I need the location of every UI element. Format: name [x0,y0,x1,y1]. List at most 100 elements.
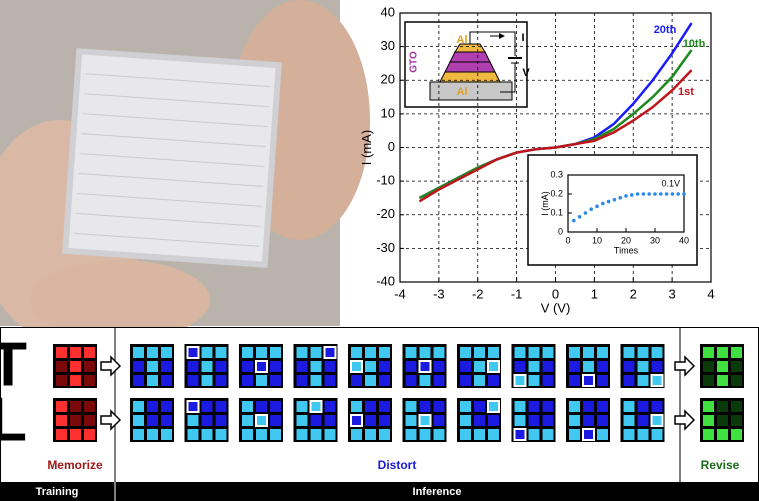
pixel [638,375,649,386]
pixel [70,401,81,412]
pixel [270,375,281,386]
x-tick-label: 20 [621,235,631,245]
pixel [652,401,663,412]
pixel [652,375,663,386]
pixel [202,415,213,426]
data-point [607,200,611,204]
x-tick-label: 40 [679,235,689,245]
pixel [351,429,362,440]
pixel [84,415,95,426]
pixel [529,401,540,412]
pixel [351,347,362,358]
pixel [529,375,540,386]
pixel [161,361,172,372]
pixel [717,347,728,358]
pixel [434,361,445,372]
pixel [242,361,253,372]
pixel [270,361,281,372]
pixel [379,347,390,358]
pixel [242,347,253,358]
y-tick-label: 0 [558,226,563,236]
pixel [569,429,580,440]
pixel [202,401,213,412]
pixel [460,415,471,426]
pixel [147,415,158,426]
pixel [583,401,594,412]
pixel [188,347,199,358]
pixel [161,415,172,426]
pixel [188,415,199,426]
pixel [56,375,67,386]
data-point [618,196,622,200]
pixel [717,401,728,412]
pixel [624,429,635,440]
data-point [642,192,646,196]
stage-label: Memorize [47,458,103,472]
pixel [202,429,213,440]
pixel [624,401,635,412]
pixel [406,375,417,386]
pixel [474,429,485,440]
pixel [543,361,554,372]
pixel [703,429,714,440]
pixel [297,429,308,440]
pixel [297,415,308,426]
pixel [731,429,742,440]
pixel [731,375,742,386]
pixel [488,429,499,440]
pixel [351,375,362,386]
pixel [379,429,390,440]
x-tick-label: 0 [552,286,559,301]
pixel [325,361,336,372]
pixel [406,401,417,412]
pixel [84,401,95,412]
pixel [311,429,322,440]
pixel [133,401,144,412]
pixel [242,401,253,412]
pixel [434,415,445,426]
pixel [717,429,728,440]
pixel [731,361,742,372]
pixel [597,375,608,386]
pixel [731,415,742,426]
y-tick-label: -40 [376,273,395,288]
pixel [256,415,267,426]
pixel [703,401,714,412]
pixel [311,347,322,358]
pixel [488,347,499,358]
pixel [652,361,663,372]
pixel [529,347,540,358]
pixel [420,415,431,426]
pixel [70,375,81,386]
pixel [379,375,390,386]
pixel [270,347,281,358]
pixel [133,415,144,426]
figure: Al GTO Al I V T L Memorize Distort Revis… [0,0,759,501]
pixel [70,347,81,358]
annotation: 0.1V [661,178,680,188]
pixel [529,361,540,372]
pixel [488,375,499,386]
pixel [597,347,608,358]
pixel [434,347,445,358]
y-tick-label: 0.3 [550,169,563,179]
pixel [420,347,431,358]
pixel [460,361,471,372]
pixel [351,401,362,412]
pixel [297,375,308,386]
pixel [256,347,267,358]
pixel [460,401,471,412]
pixel [56,401,67,412]
pixel [351,361,362,372]
x-tick-label: 10 [592,235,602,245]
x-tick-label: -1 [511,286,523,301]
x-tick-label: 4 [707,286,714,301]
data-point [676,192,680,196]
pixel [56,429,67,440]
pixel [434,375,445,386]
series-label: 10th [683,38,706,50]
x-tick-label: -3 [433,286,445,301]
pixel [515,347,526,358]
y-tick-label: 0 [388,139,395,154]
pixel [202,361,213,372]
